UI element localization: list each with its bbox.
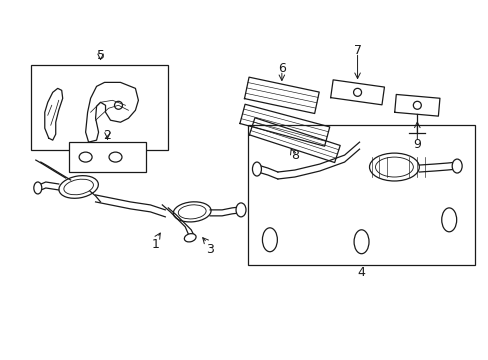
Bar xyxy=(247,125,474,265)
Text: 6: 6 xyxy=(277,62,285,75)
Text: 7: 7 xyxy=(353,44,361,57)
Ellipse shape xyxy=(109,152,122,162)
Ellipse shape xyxy=(236,203,245,217)
Ellipse shape xyxy=(79,152,92,162)
Text: 1: 1 xyxy=(151,238,159,251)
Ellipse shape xyxy=(369,153,419,181)
Text: 5: 5 xyxy=(96,49,104,62)
Bar xyxy=(31,66,168,150)
Ellipse shape xyxy=(262,228,277,252)
Ellipse shape xyxy=(184,234,196,242)
Text: 9: 9 xyxy=(412,138,420,150)
Ellipse shape xyxy=(59,176,98,198)
Text: 2: 2 xyxy=(103,129,111,142)
Ellipse shape xyxy=(375,157,412,177)
Ellipse shape xyxy=(34,182,41,194)
Ellipse shape xyxy=(64,179,93,195)
Ellipse shape xyxy=(178,205,205,219)
Text: 3: 3 xyxy=(206,243,214,256)
Ellipse shape xyxy=(173,202,211,222)
Ellipse shape xyxy=(252,162,261,176)
Ellipse shape xyxy=(441,208,456,232)
Bar xyxy=(68,142,146,172)
Text: 8: 8 xyxy=(290,149,298,162)
Ellipse shape xyxy=(353,230,368,254)
Ellipse shape xyxy=(451,159,461,173)
Text: 4: 4 xyxy=(357,266,365,279)
